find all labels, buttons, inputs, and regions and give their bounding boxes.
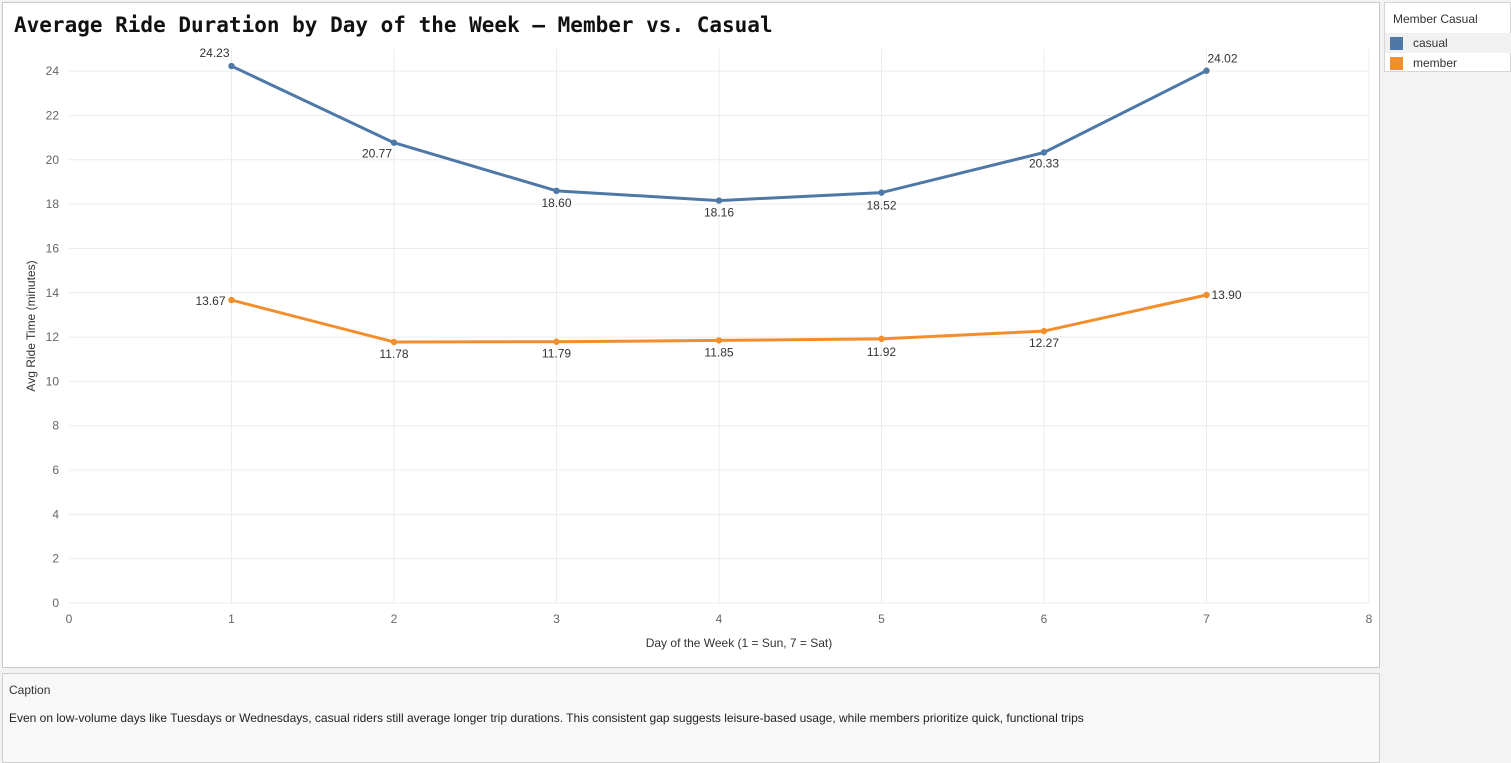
y-tick-label: 2 xyxy=(52,552,59,566)
data-point-casual xyxy=(228,62,235,70)
chart-title: Average Ride Duration by Day of the Week… xyxy=(14,13,773,37)
x-tick-label: 6 xyxy=(1041,612,1048,626)
x-tick-label: 1 xyxy=(228,612,235,626)
data-point-casual xyxy=(1203,67,1210,74)
y-tick-label: 0 xyxy=(52,596,59,610)
data-point-casual xyxy=(878,189,885,196)
data-point-casual xyxy=(1040,149,1048,156)
legend-item-member[interactable]: member xyxy=(1385,53,1511,73)
y-tick-label: 22 xyxy=(46,108,60,122)
x-tick-label: 0 xyxy=(66,612,73,626)
data-label-casual: 20.77 xyxy=(362,147,392,161)
y-tick-label: 14 xyxy=(46,286,60,300)
data-point-member xyxy=(390,338,398,346)
data-label-member: 11.85 xyxy=(704,345,733,359)
data-label-casual: 24.23 xyxy=(199,46,229,60)
legend-title: Member Casual xyxy=(1393,12,1478,26)
data-point-member xyxy=(553,338,560,345)
legend-item-casual[interactable]: casual xyxy=(1385,33,1511,53)
x-axis-title: Day of the Week (1 = Sun, 7 = Sat) xyxy=(646,636,833,650)
y-axis-title: Avg Ride Time (minutes) xyxy=(24,260,38,391)
data-label-member: 13.90 xyxy=(1211,288,1241,302)
data-point-member xyxy=(1203,291,1210,299)
data-point-member xyxy=(878,335,885,343)
y-tick-label: 12 xyxy=(46,330,60,344)
data-point-member xyxy=(715,337,723,344)
y-tick-label: 24 xyxy=(46,64,60,78)
y-tick-label: 6 xyxy=(52,463,59,477)
data-label-casual: 18.52 xyxy=(866,199,896,213)
caption-title: Caption xyxy=(9,683,51,697)
y-tick-label: 10 xyxy=(46,374,60,388)
data-label-member: 11.78 xyxy=(379,347,408,361)
chart-panel: Average Ride Duration by Day of the Week… xyxy=(2,2,1380,668)
legend-swatch-member xyxy=(1390,56,1403,70)
data-label-casual: 20.33 xyxy=(1029,156,1059,170)
data-label-casual: 18.60 xyxy=(541,196,571,210)
y-tick-label: 16 xyxy=(46,241,60,255)
data-point-casual xyxy=(390,139,398,146)
data-label-casual: 18.16 xyxy=(704,206,734,220)
data-point-member xyxy=(1040,327,1048,335)
data-label-member: 12.27 xyxy=(1029,336,1059,350)
y-tick-label: 8 xyxy=(52,419,59,433)
y-tick-label: 20 xyxy=(46,153,60,167)
data-label-member: 11.92 xyxy=(867,345,896,359)
data-point-casual xyxy=(715,197,723,204)
x-tick-label: 7 xyxy=(1203,612,1210,626)
legend-label-casual: casual xyxy=(1413,36,1448,50)
legend: Member Casual casual member xyxy=(1384,2,1511,72)
data-point-member xyxy=(228,296,235,304)
legend-swatch-casual xyxy=(1390,36,1403,50)
x-tick-label: 4 xyxy=(716,612,723,626)
caption-text: Even on low-volume days like Tuesdays or… xyxy=(9,711,1084,725)
y-tick-label: 4 xyxy=(52,507,59,521)
x-tick-label: 5 xyxy=(878,612,885,626)
x-tick-label: 2 xyxy=(391,612,398,626)
y-tick-label: 18 xyxy=(46,197,60,211)
data-label-member: 13.67 xyxy=(195,294,225,308)
data-label-casual: 24.02 xyxy=(1207,52,1237,66)
data-point-casual xyxy=(553,187,560,195)
caption-panel: Caption Even on low-volume days like Tue… xyxy=(2,673,1380,763)
legend-label-member: member xyxy=(1413,56,1458,70)
x-tick-label: 8 xyxy=(1366,612,1373,626)
data-label-member: 11.79 xyxy=(542,347,571,361)
x-tick-label: 3 xyxy=(553,612,560,626)
